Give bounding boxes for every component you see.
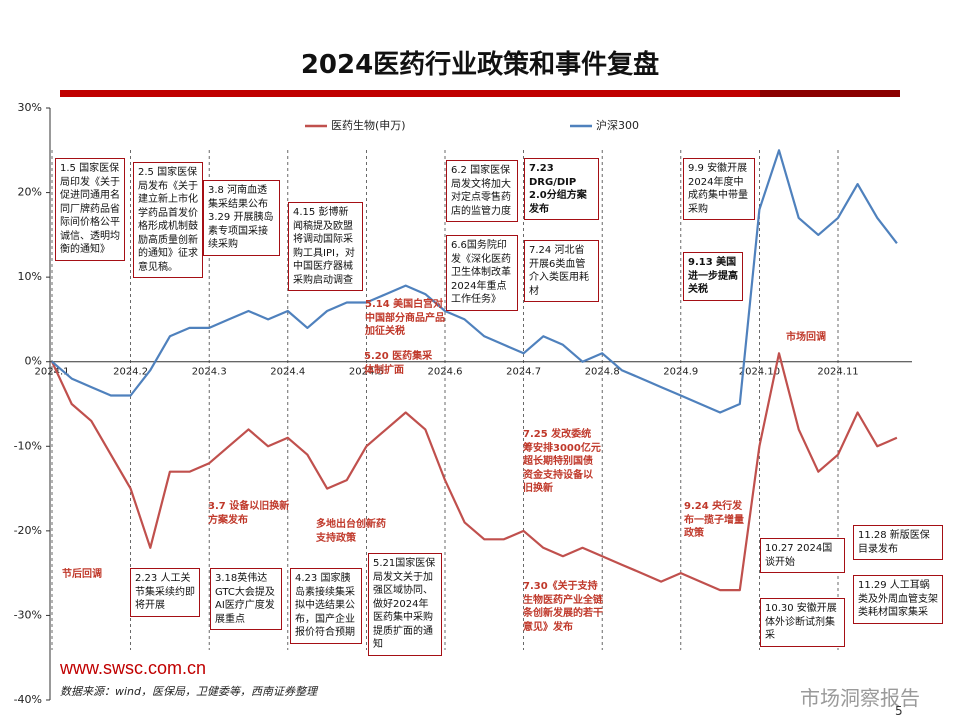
x-tick-label: 2024.7 <box>506 367 541 378</box>
annotation: 11.29 人工耳蜗类及外周血管支架类耗材国家集采 <box>853 575 943 624</box>
annotation: 3.8 河南血透集采结果公布 3.29 开展胰岛素专项国采接续采购 <box>203 180 280 256</box>
y-tick-label: -30% <box>14 608 42 621</box>
x-tick-label: 2024.3 <box>192 367 227 378</box>
x-tick-label: 2024.9 <box>663 367 698 378</box>
annotation: 3.7 设备以旧换新方案发布 <box>208 501 290 526</box>
annotation: 1.5 国家医保局印发《关于促进同通用名同厂牌药品省际间价格公平诚信、透明均衡的… <box>55 158 125 261</box>
annotation: 10.30 安徽开展体外诊断试剂集采 <box>760 598 845 647</box>
y-tick-label: -40% <box>14 693 42 706</box>
annotation: 9.24 央行发布一揽子增量政策 <box>684 501 744 539</box>
y-tick-label: 20% <box>18 186 42 199</box>
y-tick-label: -20% <box>14 524 42 537</box>
annotation: 7.25 发改委统筹安排3000亿元超长期特别国债资金支持设备以旧换新 <box>523 429 601 494</box>
x-tick-label: 2024.2 <box>113 367 148 378</box>
series-line <box>51 352 898 592</box>
annotation: 9.9 安徽开展2024年度中成药集中带量采购 <box>683 158 755 220</box>
x-tick-label: 2024.6 <box>428 367 463 378</box>
legend-label: 沪深300 <box>596 118 639 132</box>
annotation: 6.6国务院印发《深化医药卫生体制改革2024年重点工作任务》 <box>446 235 518 311</box>
annotation: 9.13 美国进一步提高关税 <box>683 252 743 301</box>
annotation: 7.30《关于支持生物医药产业全链条创新发展的若干意见》发布 <box>523 581 603 633</box>
series-line <box>51 149 898 414</box>
annotation: 5.14 美国白宫对中国部分商品产品加征关税 <box>365 299 445 337</box>
y-tick-label: -10% <box>14 439 42 452</box>
y-tick-label: 0% <box>25 355 42 368</box>
x-tick-label: 2024.8 <box>585 367 620 378</box>
x-tick-label: 2024.11 <box>817 367 858 378</box>
page-number: 5 <box>895 704 903 718</box>
annotation: 7.24 河北省开展6类血管介入类医用耗材 <box>524 240 599 302</box>
annotation: 多地出台创新药支持政策 <box>316 519 386 544</box>
source-note: 数据来源：wind，医保局，卫健委等，西南证券整理 <box>60 685 318 698</box>
x-tick-label: 2024.5 <box>349 367 384 378</box>
title-bar <box>760 90 900 97</box>
annotation: 2.23 人工关节集采续约即将开展 <box>130 568 200 617</box>
annotation: 11.28 新版医保目录发布 <box>853 525 943 560</box>
annotation: 5.20 医药集采体制扩面 <box>364 351 433 376</box>
y-tick-label: 10% <box>18 270 42 283</box>
annotation: 5.21国家医保局发文关于加强区域协同、做好2024年医药集中采购提质扩面的通知 <box>368 553 442 656</box>
annotation: 4.23 国家胰岛素接续集采拟中选结果公布，国产企业报价符合预期 <box>290 568 362 644</box>
watermark: 市场洞察报告 <box>800 686 920 710</box>
x-tick-label: 2024.4 <box>270 367 305 378</box>
annotation: 6.2 国家医保局发文将加大对定点零售药店的监管力度 <box>446 160 518 222</box>
title-bar <box>60 90 760 97</box>
y-tick-label: 30% <box>18 101 42 114</box>
annotation: 3.18英伟达GTC大会提及AI医疗广度发展重点 <box>210 568 282 630</box>
annotation: 节后回调 <box>62 569 102 580</box>
website: www.swsc.com.cn <box>60 658 207 678</box>
annotation: 4.15 彭博新闻稿提及欧盟将调动国际采购工具IPI，对中国医疗器械采购启动调查 <box>288 202 363 291</box>
annotation: 2.5 国家医保局发布《关于建立新上市化学药品首发价格形成机制鼓励高质量创新的通… <box>133 162 203 278</box>
x-tick-label: 2024.1 <box>35 367 70 378</box>
annotation: 市场回调 <box>786 332 826 343</box>
x-tick-label: 2024.10 <box>739 367 780 378</box>
annotation: 7.23 DRG/DIP 2.0分组方案发布 <box>524 158 599 220</box>
legend-label: 医药生物(申万) <box>331 118 406 132</box>
annotation: 10.27 2024国谈开始 <box>760 538 845 573</box>
chart-title: 2024医药行业政策和事件复盘 <box>300 50 660 80</box>
